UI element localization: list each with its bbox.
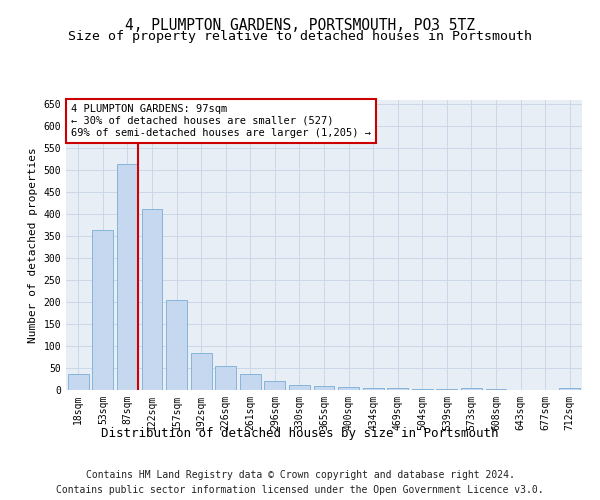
Text: Contains public sector information licensed under the Open Government Licence v3: Contains public sector information licen… (56, 485, 544, 495)
Bar (215, 366, 236, 390)
Bar (412, 388, 433, 390)
Text: Contains HM Land Registry data © Crown copyright and database right 2024.: Contains HM Land Registry data © Crown c… (86, 470, 514, 480)
Y-axis label: Number of detached properties: Number of detached properties (28, 147, 38, 343)
Bar (461, 388, 482, 390)
Bar (191, 352, 212, 390)
Bar (289, 384, 310, 390)
Bar (362, 388, 383, 390)
Bar (265, 381, 286, 390)
Bar (166, 300, 187, 390)
Bar (338, 387, 359, 390)
Bar (240, 374, 261, 390)
Text: 4 PLUMPTON GARDENS: 97sqm
← 30% of detached houses are smaller (527)
69% of semi: 4 PLUMPTON GARDENS: 97sqm ← 30% of detac… (71, 104, 371, 138)
Bar (436, 388, 457, 390)
Text: 4, PLUMPTON GARDENS, PORTSMOUTH, PO3 5TZ: 4, PLUMPTON GARDENS, PORTSMOUTH, PO3 5TZ (125, 18, 475, 32)
Bar (387, 388, 408, 390)
Bar (68, 374, 89, 390)
Bar (142, 209, 163, 390)
Text: Size of property relative to detached houses in Portsmouth: Size of property relative to detached ho… (68, 30, 532, 43)
Bar (485, 389, 506, 390)
Bar (117, 164, 138, 390)
Text: Distribution of detached houses by size in Portsmouth: Distribution of detached houses by size … (101, 428, 499, 440)
Bar (559, 388, 580, 390)
Bar (92, 230, 113, 390)
Bar (314, 386, 334, 390)
